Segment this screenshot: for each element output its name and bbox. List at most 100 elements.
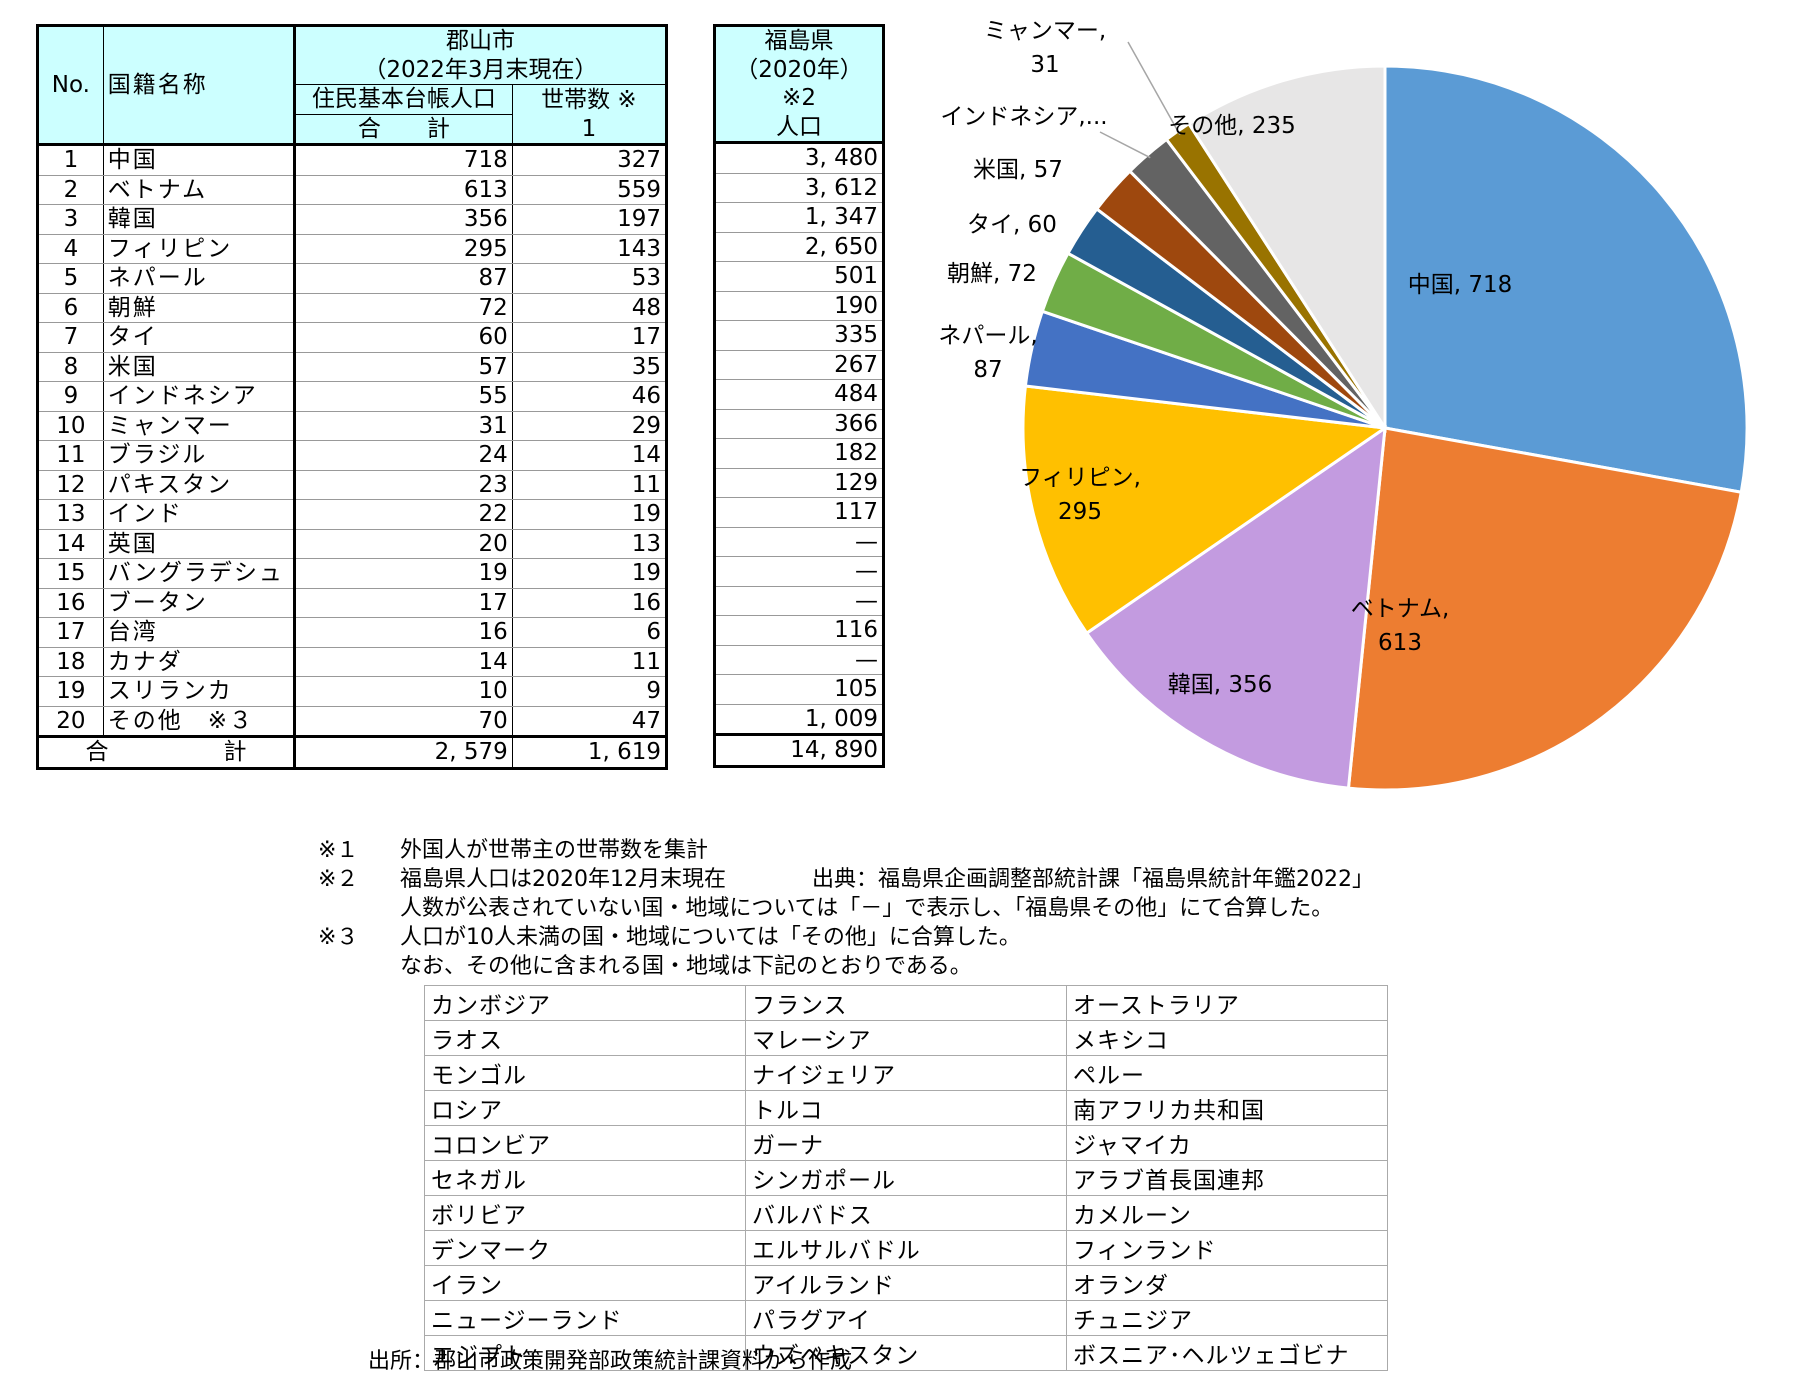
row-no: 10 [37, 411, 104, 441]
table-row: 17 台湾 16 6 [37, 617, 667, 648]
fukushima-pop: 129 [714, 468, 884, 498]
table-row: 11 ブラジル 24 14 [37, 440, 667, 471]
table-row: 335 [714, 320, 884, 351]
table-row: 16 ブータン 17 16 [37, 588, 667, 618]
row-no: 9 [37, 381, 104, 412]
row-pop: 10 [294, 676, 513, 707]
other-country: ロシア [424, 1090, 746, 1126]
row-no: 2 [37, 175, 104, 205]
row-households: 17 [512, 322, 667, 353]
row-households: 14 [512, 440, 667, 471]
other-country: アイルランド [745, 1265, 1067, 1301]
row-households: 197 [512, 204, 667, 235]
slice-label: ベトナム, 613 [1351, 596, 1450, 656]
row-pop: 31 [294, 411, 513, 441]
row-pop: 60 [294, 322, 513, 353]
row-no: 6 [37, 293, 104, 323]
other-country: モンゴル [424, 1055, 746, 1091]
table-row: 129 [714, 468, 884, 498]
fukushima-pop: 501 [714, 261, 884, 292]
fukushima-pop: 3, 480 [714, 142, 884, 174]
pie-slice [1346, 426, 1743, 792]
table-row: ロシア トルコ 南アフリカ共和国 [424, 1090, 1388, 1126]
fukushima-pop: 117 [714, 497, 884, 528]
row-no: 18 [37, 647, 104, 677]
row-pop: 70 [294, 706, 513, 737]
row-no: 17 [37, 617, 104, 648]
row-no: 1 [37, 144, 104, 176]
other-country: コロンビア [424, 1125, 746, 1161]
row-no: 4 [37, 234, 104, 264]
table-row: 13 インド 22 19 [37, 499, 667, 530]
row-name: その他 ※３ [103, 706, 296, 737]
row-households: 48 [512, 293, 667, 323]
table-row: カンボジア フランス オーストラリア [424, 985, 1388, 1021]
other-country: ガーナ [745, 1125, 1067, 1161]
leader-line [1127, 41, 1181, 135]
table-row: 182 [714, 438, 884, 469]
other-country: イラン [424, 1265, 746, 1301]
row-pop: 55 [294, 381, 513, 412]
row-name: タイ [103, 322, 296, 353]
other-country: ラオス [424, 1020, 746, 1056]
row-households: 16 [512, 588, 667, 618]
other-country: オーストラリア [1066, 985, 1388, 1021]
table-row: 116 [714, 615, 884, 646]
row-name: 韓国 [103, 204, 296, 235]
other-country: マレーシア [745, 1020, 1067, 1056]
row-pop: 57 [294, 352, 513, 382]
table-row: — [714, 556, 884, 587]
other-country: セネガル [424, 1160, 746, 1196]
table-row: 14 英国 20 13 [37, 529, 667, 559]
row-no: 12 [37, 470, 104, 500]
fukushima-pop: 3, 612 [714, 173, 884, 203]
row-households: 13 [512, 529, 667, 559]
slice-label: その他, 235 [1168, 113, 1296, 139]
row-households: 47 [512, 706, 667, 737]
row-pop: 87 [294, 263, 513, 294]
total-label: 合 計 [37, 735, 296, 768]
table-row: セネガル シンガポール アラブ首長国連邦 [424, 1160, 1388, 1196]
table-row: 1, 009 [714, 704, 884, 735]
table-row: 6 朝鮮 72 48 [37, 293, 667, 323]
table-row: デンマーク エルサルバドル フィンランド [424, 1230, 1388, 1266]
row-households: 19 [512, 499, 667, 530]
fukushima-pop: 105 [714, 674, 884, 705]
header-name: 国籍名称 [103, 25, 296, 146]
table-row: — [714, 527, 884, 557]
table-row: 18 カナダ 14 11 [37, 647, 667, 677]
row-pop: 613 [294, 175, 513, 205]
row-pop: 20 [294, 529, 513, 559]
leader-line [1099, 131, 1151, 159]
table-row: 3, 480 [714, 142, 884, 174]
row-pop: 356 [294, 204, 513, 235]
row-name: ブータン [103, 588, 296, 618]
table-row: — [714, 586, 884, 616]
pie-slice [1084, 424, 1387, 790]
other-country: ナイジェリア [745, 1055, 1067, 1091]
row-no: 20 [37, 706, 104, 737]
row-name: ミャンマー [103, 411, 296, 441]
fukushima-pop: 484 [714, 379, 884, 410]
slice-label: 中国, 718 [1408, 272, 1513, 298]
row-name: パキスタン [103, 470, 296, 500]
row-households: 46 [512, 381, 667, 412]
row-name: ネパール [103, 263, 296, 294]
slice-label: フィリピン, 295 [1019, 465, 1141, 525]
fukushima-pop: 1, 009 [714, 704, 884, 735]
note2-mark: ※２ [318, 867, 359, 892]
fukushima-pop: — [714, 645, 884, 675]
row-pop: 23 [294, 470, 513, 500]
pie-slice [1021, 384, 1390, 636]
row-households: 327 [512, 144, 667, 176]
other-country: デンマーク [424, 1230, 746, 1266]
fukushima-total: 14, 890 [714, 733, 884, 766]
table-row: 9 インドネシア 55 46 [37, 381, 667, 412]
other-country: ニュージーランド [424, 1300, 746, 1336]
fukushima-pop: 116 [714, 615, 884, 646]
row-no: 13 [37, 499, 104, 530]
table-row: 3 韓国 356 197 [37, 204, 667, 235]
row-name: 朝鮮 [103, 293, 296, 323]
slice-label: ミャンマー, 31 [984, 18, 1106, 78]
note3-text: 人口が10人未満の国・地域については「その他」に合算した。 [400, 925, 1021, 950]
